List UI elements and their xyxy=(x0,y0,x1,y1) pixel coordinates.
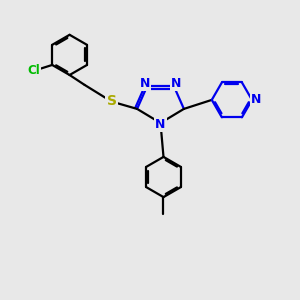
Text: N: N xyxy=(155,118,166,131)
Text: N: N xyxy=(171,76,182,90)
Text: N: N xyxy=(251,93,262,106)
Text: S: S xyxy=(106,94,117,108)
Text: Cl: Cl xyxy=(27,64,40,77)
Text: N: N xyxy=(140,76,150,90)
